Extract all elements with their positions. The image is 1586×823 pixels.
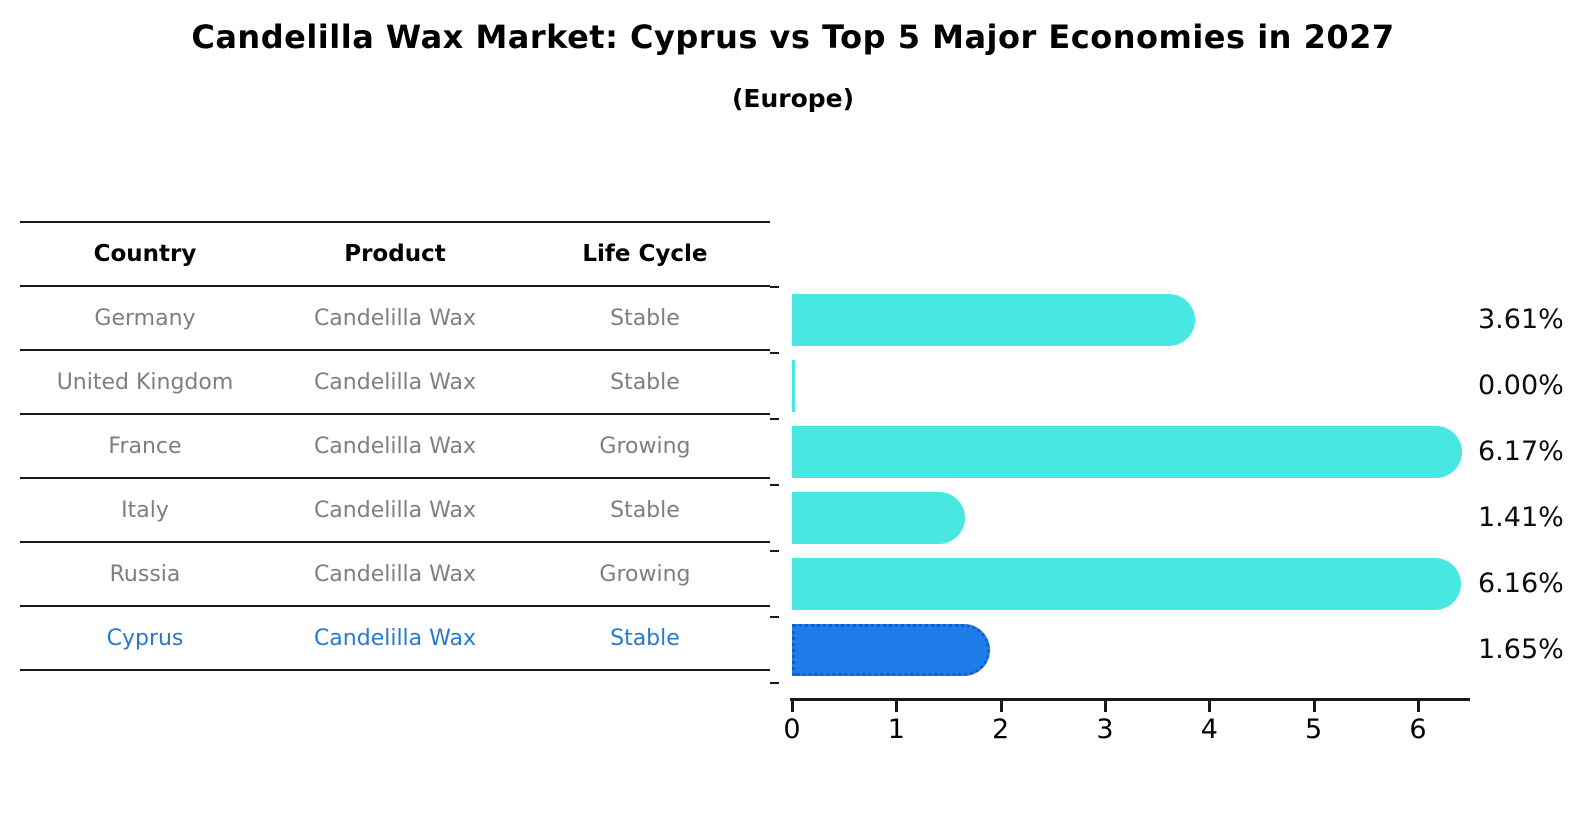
table-row: Cyprus Candelilla Wax Stable: [20, 607, 770, 671]
x-axis-tick: [895, 701, 899, 712]
table-cell-product: Candelilla Wax: [313, 561, 476, 587]
bar-row-russia: [792, 551, 1468, 617]
table-cell-product: Candelilla Wax: [313, 625, 476, 651]
x-axis-tick-label: 2: [992, 714, 1010, 745]
bar-value-label: 0.00%: [1478, 370, 1564, 401]
y-axis-tick: [770, 616, 779, 618]
table-cell-life-cycle: Growing: [599, 433, 691, 459]
bar-row-united-kingdom: [792, 353, 1468, 419]
bar-russia: [792, 558, 1461, 610]
table-cell-life-cycle: Growing: [599, 561, 691, 587]
table-cell-product: Candelilla Wax: [313, 497, 476, 523]
table-header-row: Country Product Life Cycle: [20, 223, 770, 287]
table-cell-product: Candelilla Wax: [313, 369, 476, 395]
bar-value-label: 1.65%: [1478, 634, 1564, 665]
table-cell-life-cycle: Stable: [610, 625, 680, 651]
table-cell-life-cycle: Stable: [610, 497, 680, 523]
x-axis-tick-label: 6: [1409, 714, 1427, 745]
bar-plot: 0 1 2 3 4 5 6: [770, 286, 1470, 745]
x-axis-tick-label: 4: [1200, 714, 1218, 745]
table-cell-country: France: [108, 433, 182, 459]
y-axis-tick: [770, 484, 779, 486]
bar-value-label: 6.17%: [1478, 436, 1564, 467]
bar-united-kingdom: [792, 360, 795, 412]
table-row: Germany Candelilla Wax Stable: [20, 287, 770, 351]
table-header-product: Product: [344, 241, 446, 267]
table-cell-country: Germany: [94, 305, 196, 331]
bar-row-cyprus: [792, 617, 1468, 683]
value-label-column: 3.61% 0.00% 6.17% 1.41% 6.16% 1.65%: [1478, 287, 1586, 683]
page-subtitle: (Europe): [731, 84, 855, 113]
x-axis-tick-label: 1: [887, 714, 905, 745]
y-axis-tick: [770, 286, 779, 288]
y-axis-tick: [770, 682, 779, 684]
table-cell-life-cycle: Stable: [610, 305, 680, 331]
x-axis-tick: [1208, 701, 1212, 712]
table-cell-product: Candelilla Wax: [313, 433, 476, 459]
country-table: Country Product Life Cycle Germany Candel…: [20, 221, 770, 671]
table-row: United Kingdom Candelilla Wax Stable: [20, 351, 770, 415]
highlighted-bar-cyprus: [792, 624, 990, 676]
x-axis-tick-label: 3: [1096, 714, 1114, 745]
y-axis-tick: [770, 418, 779, 420]
y-axis-tick: [770, 352, 779, 354]
x-axis-tick: [1416, 701, 1420, 712]
table-cell-country: Russia: [109, 561, 181, 587]
x-axis-tick: [1103, 701, 1107, 712]
x-axis-tick-label: 0: [783, 714, 801, 745]
x-axis-tick: [999, 701, 1003, 712]
bar-row-france: [792, 419, 1468, 485]
table-cell-country: Italy: [121, 497, 169, 523]
x-axis-tick: [1312, 701, 1316, 712]
table-cell-country: United Kingdom: [56, 369, 234, 395]
bar-row-italy: [792, 485, 1468, 551]
table-cell-product: Candelilla Wax: [313, 305, 476, 331]
table-row: Italy Candelilla Wax Stable: [20, 479, 770, 543]
bar-value-label: 6.16%: [1478, 568, 1564, 599]
table-body: Germany Candelilla Wax Stable United Kingdo…: [20, 287, 770, 671]
bar-france: [792, 426, 1462, 478]
y-axis-tick: [770, 550, 779, 552]
bar-italy: [792, 492, 965, 544]
table-header-life-cycle: Life Cycle: [582, 241, 708, 267]
x-axis-tick-label: 5: [1305, 714, 1323, 745]
table-cell-life-cycle: Stable: [610, 369, 680, 395]
table-row: France Candelilla Wax Growing: [20, 415, 770, 479]
bar-value-label: 1.41%: [1478, 502, 1564, 533]
table-header-country: Country: [93, 241, 197, 267]
page-title: Candelilla Wax Market: Cyprus vs Top 5 M…: [191, 18, 1395, 56]
bar-germany: [792, 294, 1195, 346]
bar-value-label: 3.61%: [1478, 304, 1564, 335]
bar-row-germany: [792, 287, 1468, 353]
table-row: Russia Candelilla Wax Growing: [20, 543, 770, 607]
x-axis-line: [790, 698, 1470, 701]
x-axis-tick: [791, 701, 794, 712]
table-cell-country: Cyprus: [106, 625, 184, 651]
